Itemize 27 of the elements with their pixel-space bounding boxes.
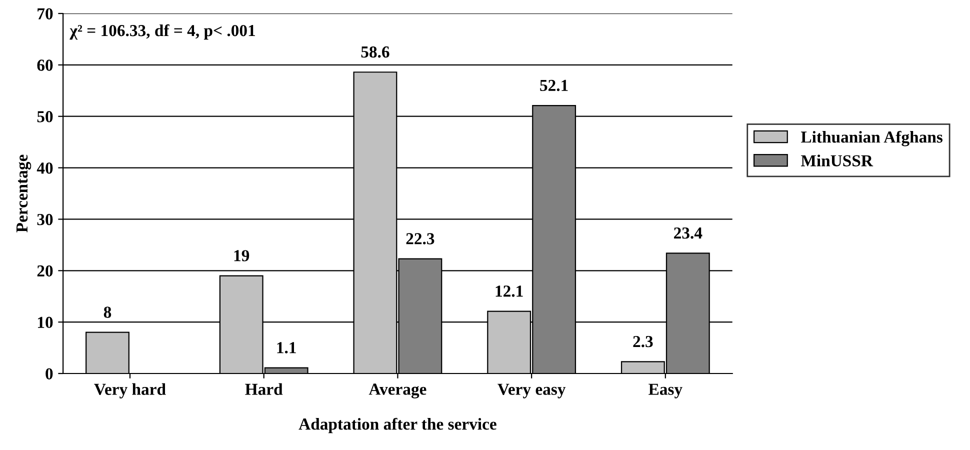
data-label: 2.3 bbox=[633, 336, 653, 348]
y-tick-label: 50 bbox=[37, 111, 53, 122]
data-label: 52.1 bbox=[540, 80, 568, 92]
annotation: χ² = 106.33, df = 4, p< .001 bbox=[70, 24, 255, 40]
x-tick-label: Very hard bbox=[94, 383, 166, 398]
y-tick-label: 30 bbox=[37, 214, 53, 226]
legend-label: MinUSSR bbox=[800, 154, 874, 166]
data-label: 8 bbox=[104, 306, 112, 318]
data-label: 22.3 bbox=[406, 233, 434, 244]
x-tick-label: Easy bbox=[648, 384, 682, 398]
x-tick-label: Very easy bbox=[498, 384, 566, 398]
data-label: 19 bbox=[234, 250, 250, 262]
data-label: 58.6 bbox=[361, 46, 390, 58]
y-tick-label: 70 bbox=[38, 8, 53, 20]
x-tick-label: Average bbox=[368, 384, 426, 398]
y-axis-title: Percentage bbox=[16, 154, 32, 232]
x-axis-title: Adaptation after the service bbox=[298, 418, 496, 434]
y-tick-label: 40 bbox=[36, 162, 53, 174]
y-tick-label: 20 bbox=[37, 265, 53, 277]
data-label: 23.4 bbox=[674, 227, 702, 239]
y-tick-label: 0 bbox=[46, 368, 53, 380]
legend-label: Lithuanian Afghans bbox=[800, 130, 942, 146]
x-tick-label: Hard bbox=[245, 383, 283, 395]
y-tick-label: 60 bbox=[37, 60, 53, 71]
data-label: 12.1 bbox=[496, 286, 523, 297]
data-label: 1.1 bbox=[277, 342, 296, 354]
y-tick-label: 10 bbox=[38, 316, 53, 328]
